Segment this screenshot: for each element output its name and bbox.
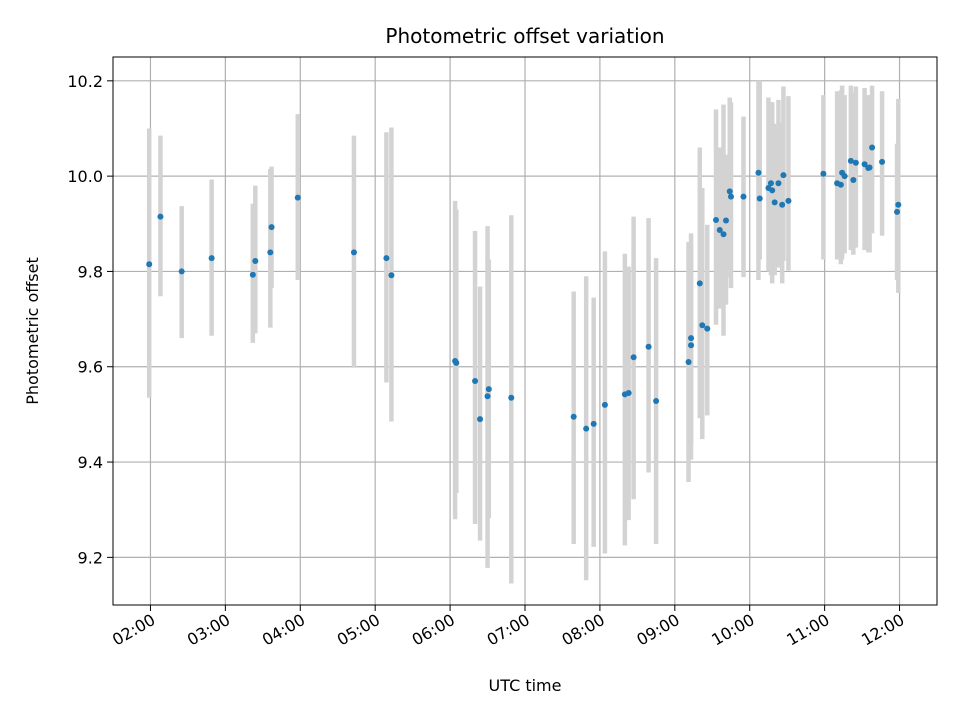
data-point: [713, 216, 720, 223]
data-point: [653, 398, 660, 405]
data-point: [453, 359, 460, 366]
data-point: [601, 401, 608, 408]
data-point: [894, 208, 901, 215]
data-point: [850, 176, 857, 183]
data-point: [771, 199, 778, 206]
data-point: [249, 271, 256, 278]
data-point: [252, 257, 259, 264]
data-point: [775, 180, 782, 187]
y-tick-label: 9.6: [78, 358, 103, 377]
data-point: [841, 173, 848, 180]
data-point: [866, 164, 873, 171]
data-point: [472, 378, 479, 385]
y-tick-label: 9.4: [78, 453, 103, 472]
data-point: [869, 144, 876, 151]
grid: [113, 57, 937, 605]
data-point: [780, 172, 787, 179]
data-point: [861, 161, 868, 168]
data-point: [688, 335, 695, 342]
y-tick-label: 9.8: [78, 262, 103, 281]
data-point: [699, 322, 706, 329]
data-point: [208, 255, 215, 262]
data-point: [820, 170, 827, 177]
chart-title: Photometric offset variation: [385, 24, 664, 48]
data-point: [879, 158, 886, 165]
data-point: [755, 169, 762, 176]
data-point: [716, 226, 723, 233]
data-point: [484, 393, 491, 400]
data-point: [267, 249, 274, 256]
data-points: [146, 144, 902, 432]
data-point: [625, 389, 632, 396]
data-point: [767, 180, 774, 187]
data-point: [157, 213, 164, 220]
data-point: [726, 188, 733, 195]
y-axis-label: Photometric offset: [23, 257, 42, 405]
y-tick-label: 9.2: [78, 548, 103, 567]
data-point: [485, 386, 492, 393]
data-point: [388, 272, 395, 279]
x-axis-label: UTC time: [489, 676, 562, 695]
data-point: [590, 420, 597, 427]
y-tick-label: 10.0: [67, 167, 103, 186]
data-point: [837, 181, 844, 188]
data-point: [769, 187, 776, 194]
data-point: [685, 358, 692, 365]
data-point: [178, 268, 185, 275]
data-point: [645, 343, 652, 350]
data-point: [630, 354, 637, 361]
y-axis: 9.2 9.4 9.6 9.8 10.0 10.2: [67, 72, 113, 567]
data-point: [852, 159, 859, 166]
data-point: [723, 217, 730, 224]
data-point: [350, 249, 357, 256]
data-point: [688, 342, 695, 349]
data-point: [383, 255, 390, 262]
data-point: [268, 224, 275, 231]
data-point: [740, 193, 747, 200]
y-tick-label: 10.2: [67, 72, 103, 91]
data-point: [704, 325, 711, 332]
data-point: [508, 394, 515, 401]
data-point: [583, 425, 590, 432]
data-point: [720, 231, 727, 238]
data-point: [294, 194, 301, 201]
data-point: [785, 197, 792, 204]
data-point: [756, 195, 763, 202]
data-point: [895, 201, 902, 208]
data-point: [477, 416, 484, 423]
data-point: [146, 261, 153, 268]
data-point: [847, 157, 854, 164]
data-point: [728, 193, 734, 200]
data-point: [779, 201, 786, 208]
data-point: [570, 413, 577, 420]
data-point: [696, 280, 703, 287]
